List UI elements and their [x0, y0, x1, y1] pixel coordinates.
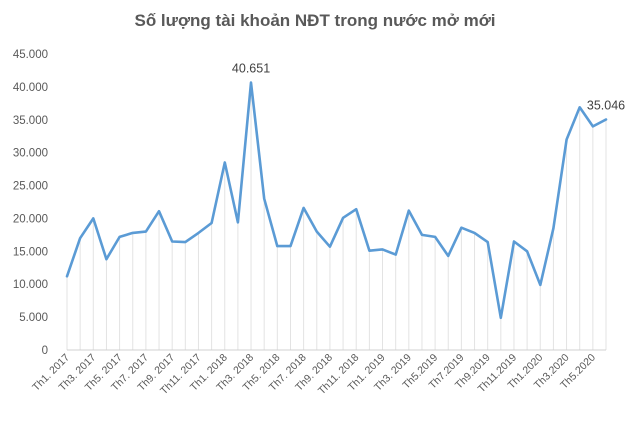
data-labels: 40.651 35.046 — [232, 62, 625, 113]
data-label: 35.046 — [587, 98, 625, 112]
y-tick-label: 15.000 — [13, 246, 48, 258]
y-tick-label: 25.000 — [13, 181, 48, 193]
y-tick-label: 5.000 — [19, 312, 48, 324]
series-layer — [65, 81, 608, 320]
data-label: 40.651 — [232, 62, 270, 76]
y-tick-label: 35.000 — [13, 115, 48, 127]
y-tick-label: 0 — [42, 345, 48, 357]
y-tick-label: 40.000 — [13, 82, 48, 94]
vertical-gridlines — [66, 82, 607, 350]
y-tick-label: 20.000 — [13, 213, 48, 225]
y-axis: 0 5.000 10.000 15.000 20.000 25.000 30.000 35.0… — [13, 49, 48, 357]
chart-title: Số lượng tài khoản NĐT trong nước mở mới — [134, 11, 495, 30]
y-tick-label: 45.000 — [13, 49, 48, 61]
y-tick-label: 30.000 — [13, 148, 48, 160]
series-line — [65, 81, 608, 320]
y-tick-label: 10.000 — [13, 279, 48, 291]
